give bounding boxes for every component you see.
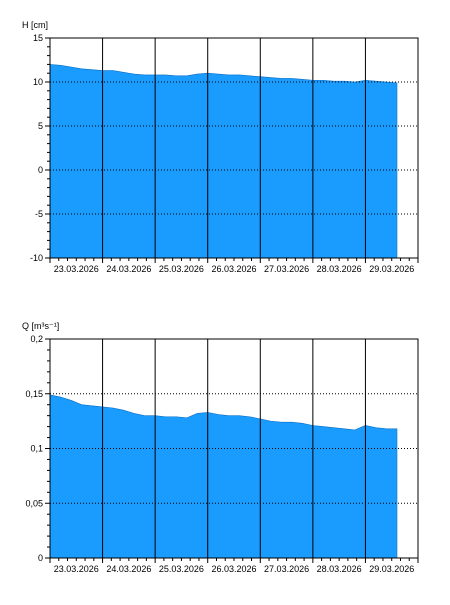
y-tick-label: 15 — [33, 33, 43, 43]
x-tick-label: 23.03.2026 — [54, 264, 99, 274]
x-tick-label: 27.03.2026 — [264, 264, 309, 274]
y-axis-label: H [cm] — [22, 20, 48, 30]
y-tick-label: 0,1 — [30, 444, 43, 454]
x-tick-label: 24.03.2026 — [106, 264, 151, 274]
y-tick-label: 0,2 — [30, 334, 43, 344]
x-tick-label: 25.03.2026 — [159, 264, 204, 274]
y-tick-label: -10 — [30, 253, 43, 263]
y-tick-label: 0,15 — [25, 389, 43, 399]
x-tick-label: 26.03.2026 — [211, 264, 256, 274]
chart-2: 0,2 0,15 0,1 0,05 0 23.03.2026 24.03.2026 25.03… — [22, 321, 419, 574]
y-tick-label: 5 — [38, 121, 43, 131]
y-tick-label: 10 — [33, 77, 43, 87]
x-tick-label: 28.03.2026 — [317, 564, 362, 574]
x-tick-label: 27.03.2026 — [264, 564, 309, 574]
y-tick-label: 0 — [38, 165, 43, 175]
x-tick-label: 26.03.2026 — [211, 564, 256, 574]
chart-1: 15 10 5 0 -5 -10 23.03.2026 24.03.2026 25.03.202… — [22, 20, 419, 274]
series-area — [49, 64, 398, 259]
x-tick-label: 23.03.2026 — [54, 564, 99, 574]
x-tick-label: 29.03.2026 — [369, 564, 414, 574]
y-axis-label: Q [m³s⁻¹] — [22, 321, 59, 331]
x-tick-label: 25.03.2026 — [159, 564, 204, 574]
y-tick-label: 0,05 — [25, 498, 43, 508]
y-tick-label: -5 — [35, 209, 43, 219]
x-tick-label: 28.03.2026 — [317, 264, 362, 274]
y-tick-label: 0 — [38, 553, 43, 563]
x-tick-label: 29.03.2026 — [369, 264, 414, 274]
x-tick-label: 24.03.2026 — [106, 564, 151, 574]
